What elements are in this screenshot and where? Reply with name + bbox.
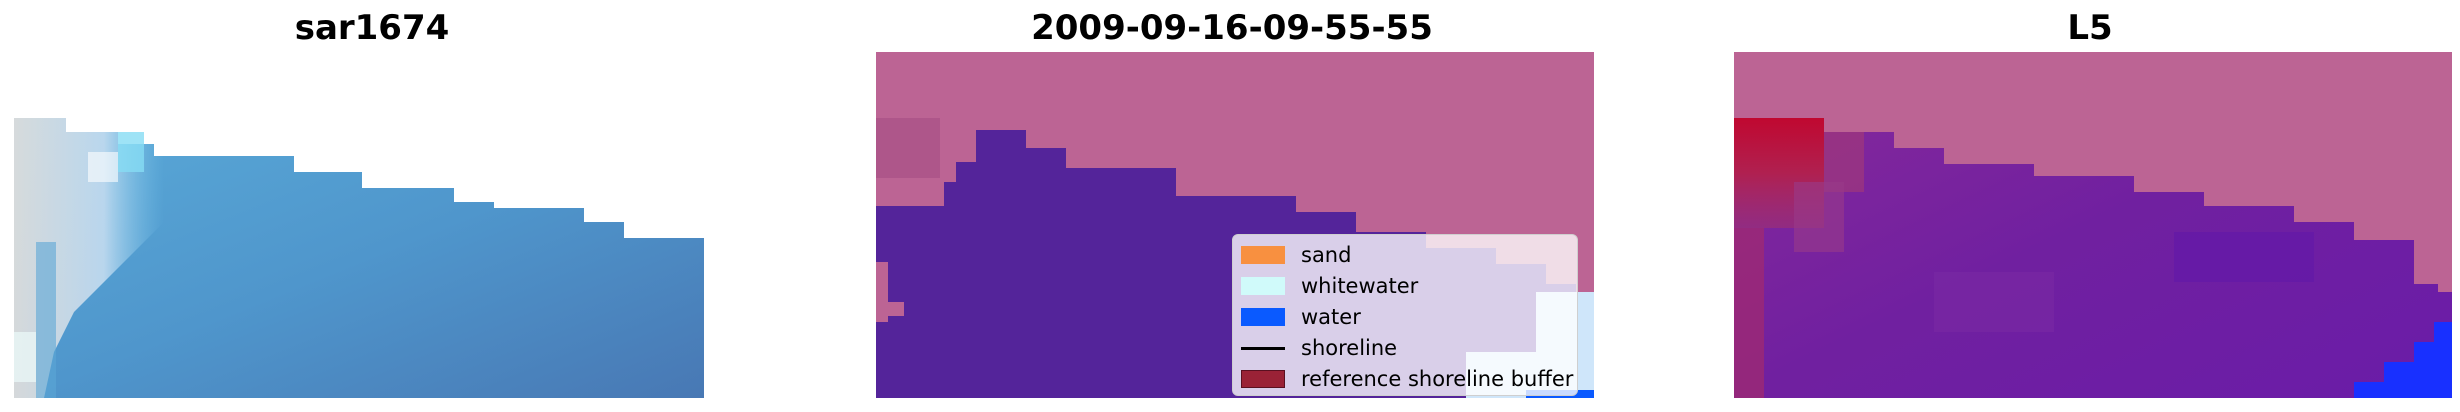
legend-label-reference-buffer: reference shoreline buffer [1301,367,1574,391]
whitewater-swatch [1241,277,1285,295]
panel-title-left: sar1674 [294,8,450,48]
legend: sand whitewater water shoreline referenc… [1232,234,1578,396]
legend-label-whitewater: whitewater [1301,274,1419,298]
legend-item-shoreline: shoreline [1241,334,1397,362]
l5-image [1734,52,2452,398]
legend-label-sand: sand [1301,243,1352,267]
sand-swatch [1241,246,1285,264]
panel-title-center: 2009-09-16-09-55-55 [1031,8,1433,48]
legend-item-water: water [1241,303,1361,331]
panel-title-right: L5 [2067,8,2113,48]
rgb-image-panel [14,52,704,398]
shoreline-line [1241,346,1285,350]
reference-buffer-swatch [1241,370,1285,388]
legend-item-sand: sand [1241,241,1351,269]
legend-label-water: water [1301,305,1361,329]
rgb-image [14,118,704,398]
legend-item-reference-buffer: reference shoreline buffer [1241,365,1573,393]
legend-item-whitewater: whitewater [1241,272,1418,300]
l5-panel [1734,52,2452,398]
legend-label-shoreline: shoreline [1301,336,1398,360]
water-swatch [1241,308,1285,326]
